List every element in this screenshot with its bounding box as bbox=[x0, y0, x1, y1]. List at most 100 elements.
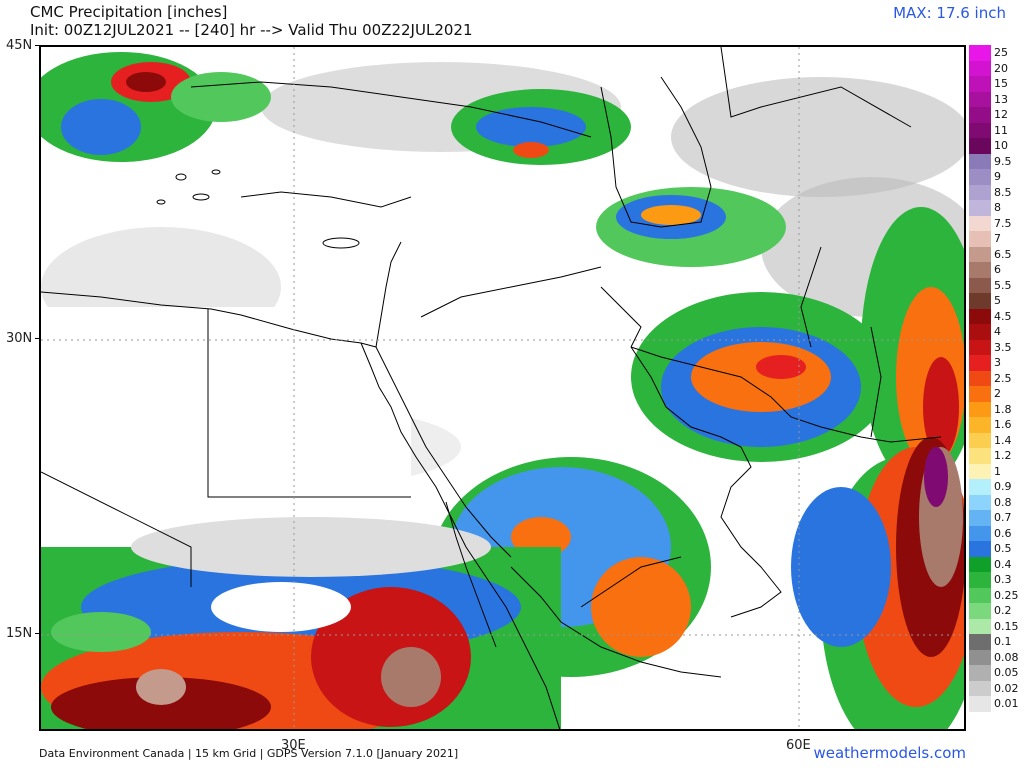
legend-entry: 0.5 bbox=[969, 541, 1024, 557]
legend-swatch bbox=[969, 76, 991, 92]
legend-entry: 6.5 bbox=[969, 246, 1024, 263]
legend-label: 4.5 bbox=[994, 309, 1012, 323]
legend-entry: 1.2 bbox=[969, 448, 1024, 464]
data-credits: Data Environment Canada | 15 km Grid | G… bbox=[39, 747, 459, 760]
lat-label-30n: 30N bbox=[6, 331, 33, 346]
legend-entry: 1 bbox=[969, 463, 1024, 480]
legend-entry: 5 bbox=[969, 293, 1024, 309]
legend-swatch bbox=[969, 634, 991, 650]
legend-entry: 3.5 bbox=[969, 339, 1024, 356]
legend-swatch bbox=[969, 696, 991, 712]
legend-label: 0.6 bbox=[994, 526, 1012, 540]
legend-label: 0.05 bbox=[994, 666, 1019, 680]
legend-swatch bbox=[969, 386, 991, 402]
precipitation-map bbox=[39, 45, 966, 731]
legend-swatch bbox=[969, 463, 991, 480]
legend-swatch bbox=[969, 525, 991, 542]
legend-label: 0.9 bbox=[994, 480, 1012, 494]
legend-label: 9.5 bbox=[994, 154, 1012, 168]
precip-field bbox=[41, 52, 964, 729]
legend-swatch bbox=[969, 432, 991, 449]
legend-label: 9 bbox=[994, 170, 1001, 184]
lat-tick bbox=[35, 45, 39, 46]
legend-entry: 25 bbox=[969, 45, 1024, 61]
legend-entry: 2 bbox=[969, 386, 1024, 402]
legend-entry: 8 bbox=[969, 200, 1024, 216]
legend-label: 6 bbox=[994, 263, 1001, 277]
legend-swatch bbox=[969, 246, 991, 263]
legend-label: 0.7 bbox=[994, 511, 1012, 525]
graticule bbox=[41, 47, 964, 729]
lat-label-15n: 15N bbox=[6, 626, 33, 641]
legend-label: 8.5 bbox=[994, 185, 1012, 199]
legend-entry: 1.6 bbox=[969, 417, 1024, 433]
legend-entry: 6 bbox=[969, 262, 1024, 278]
lon-label-30e: 30E bbox=[281, 738, 306, 753]
legend-label: 0.1 bbox=[994, 635, 1012, 649]
legend-entry: 1.4 bbox=[969, 432, 1024, 449]
legend-label: 20 bbox=[994, 61, 1008, 75]
website-link[interactable]: weathermodels.com bbox=[813, 744, 966, 762]
legend-label: 13 bbox=[994, 92, 1008, 106]
legend-entry: 9.5 bbox=[969, 153, 1024, 170]
legend-swatch bbox=[969, 107, 991, 123]
legend-entry: 0.05 bbox=[969, 665, 1024, 681]
legend-entry: 12 bbox=[969, 107, 1024, 123]
legend-entry: 8.5 bbox=[969, 184, 1024, 201]
legend-swatch bbox=[969, 184, 991, 201]
legend-label: 1.8 bbox=[994, 402, 1012, 416]
islands bbox=[156, 169, 360, 249]
legend-entry: 4 bbox=[969, 324, 1024, 340]
legend-entry: 1.8 bbox=[969, 401, 1024, 418]
legend-label: 10 bbox=[994, 139, 1008, 153]
legend-swatch bbox=[969, 417, 991, 433]
legend-entry: 0.1 bbox=[969, 634, 1024, 650]
legend-swatch bbox=[969, 618, 991, 635]
legend-label: 0.08 bbox=[994, 650, 1019, 664]
legend-entry: 3 bbox=[969, 355, 1024, 371]
legend-swatch bbox=[969, 649, 991, 666]
legend-swatch bbox=[969, 293, 991, 309]
legend-entry: 0.4 bbox=[969, 556, 1024, 573]
legend-label: 12 bbox=[994, 108, 1008, 122]
legend-label: 5.5 bbox=[994, 278, 1012, 292]
legend-swatch bbox=[969, 60, 991, 76]
legend-entry: 0.9 bbox=[969, 479, 1024, 495]
legend-entry: 0.08 bbox=[969, 649, 1024, 666]
legend-label: 0.15 bbox=[994, 619, 1019, 633]
legend-swatch bbox=[969, 665, 991, 681]
legend-swatch bbox=[969, 308, 991, 325]
legend-label: 1.6 bbox=[994, 418, 1012, 432]
legend-label: 0.02 bbox=[994, 681, 1019, 695]
legend-swatch bbox=[969, 215, 991, 232]
legend-swatch bbox=[969, 169, 991, 185]
legend-label: 7.5 bbox=[994, 216, 1012, 230]
legend-label: 3.5 bbox=[994, 340, 1012, 354]
legend-label: 4 bbox=[994, 325, 1001, 339]
precipitation-legend: 25 20 15 13 12 11 10 9.5 9 8.5 8 7.5 7 6.5 6 5.5 5 4.5 4 3.… bbox=[969, 45, 1024, 712]
legend-label: 1 bbox=[994, 464, 1001, 478]
max-value-label: MAX: 17.6 inch bbox=[893, 4, 1006, 22]
legend-label: 5 bbox=[994, 294, 1001, 308]
legend-swatch bbox=[969, 572, 991, 588]
legend-entry: 0.8 bbox=[969, 494, 1024, 511]
legend-entry: 9 bbox=[969, 169, 1024, 185]
legend-swatch bbox=[969, 231, 991, 247]
legend-entry: 11 bbox=[969, 122, 1024, 139]
legend-label: 2 bbox=[994, 387, 1001, 401]
legend-swatch bbox=[969, 339, 991, 356]
legend-swatch bbox=[969, 91, 991, 108]
legend-label: 0.2 bbox=[994, 604, 1012, 618]
legend-entry: 0.02 bbox=[969, 680, 1024, 697]
legend-label: 15 bbox=[994, 77, 1008, 91]
legend-label: 2.5 bbox=[994, 371, 1012, 385]
legend-swatch bbox=[969, 277, 991, 294]
legend-entry: 0.25 bbox=[969, 587, 1024, 604]
legend-swatch bbox=[969, 680, 991, 697]
legend-swatch bbox=[969, 401, 991, 418]
legend-label: 6.5 bbox=[994, 247, 1012, 261]
legend-label: 0.01 bbox=[994, 697, 1019, 711]
legend-entry: 2.5 bbox=[969, 370, 1024, 387]
legend-entry: 7.5 bbox=[969, 215, 1024, 232]
legend-label: 3 bbox=[994, 356, 1001, 370]
